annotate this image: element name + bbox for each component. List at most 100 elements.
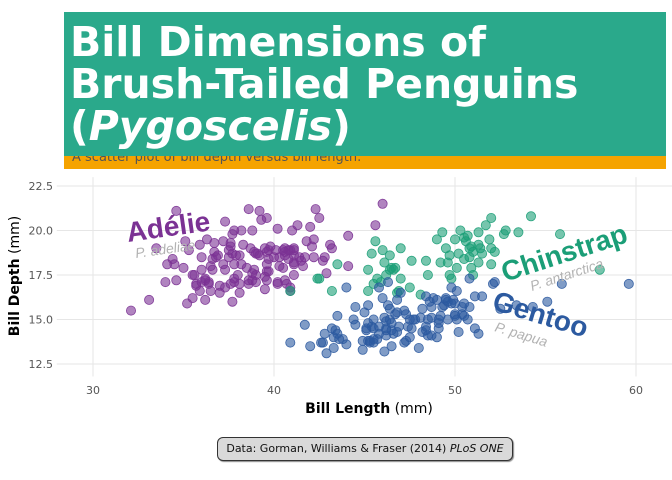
point-gentoo	[511, 300, 522, 311]
point-adelie	[308, 234, 319, 245]
point-chinstrap	[404, 282, 415, 293]
point-gentoo	[363, 300, 374, 311]
caption-text: Data: Gorman, Williams & Fraser (2014)	[226, 442, 450, 455]
point-adelie	[299, 252, 310, 263]
point-adelie	[261, 212, 272, 223]
point-adelie	[178, 262, 189, 273]
point-adelie	[310, 204, 321, 215]
point-chinstrap	[314, 273, 325, 284]
point-gentoo	[299, 319, 310, 330]
point-gentoo	[413, 342, 424, 353]
point-adelie	[343, 230, 354, 241]
point-adelie	[259, 243, 270, 254]
point-adelie	[234, 287, 245, 298]
y-axis-title: Bill Depth (mm)	[7, 216, 23, 336]
tick-labels: 12.5 15.0 17.5 20.0 22.5 30 40 50 60	[29, 180, 644, 397]
point-adelie	[236, 225, 247, 236]
point-gentoo	[386, 341, 397, 352]
point-gentoo	[341, 339, 352, 350]
point-chinstrap	[406, 255, 417, 266]
point-chinstrap	[526, 211, 537, 222]
point-chinstrap	[384, 250, 395, 261]
point-adelie	[326, 243, 337, 254]
point-gentoo	[542, 296, 553, 307]
point-gentoo	[473, 328, 484, 339]
axis-titles: Bill Length (mm) Bill Depth (mm)	[7, 216, 433, 417]
point-gentoo	[464, 301, 475, 312]
subtitle: A scatter plot of bill depth versus bill…	[72, 156, 362, 165]
point-adelie	[171, 275, 182, 286]
point-adelie	[308, 252, 319, 263]
point-chinstrap	[513, 227, 524, 238]
point-adelie	[205, 285, 216, 296]
point-gentoo	[350, 319, 361, 330]
point-chinstrap	[500, 225, 511, 236]
point-gentoo	[285, 337, 296, 348]
point-gentoo	[462, 314, 473, 325]
point-adelie	[297, 261, 308, 272]
x-tick-label: 30	[86, 384, 100, 397]
point-adelie	[225, 237, 236, 248]
point-chinstrap	[326, 285, 337, 296]
point-chinstrap	[285, 285, 296, 296]
point-adelie	[232, 269, 243, 280]
point-adelie	[243, 204, 254, 215]
point-gentoo	[527, 301, 538, 312]
point-gentoo	[431, 332, 442, 343]
point-adelie	[194, 239, 205, 250]
point-adelie	[272, 223, 283, 234]
point-chinstrap	[366, 248, 377, 259]
point-chinstrap	[431, 234, 442, 245]
subtitle-bar: A scatter plot of bill depth versus bill…	[64, 156, 666, 169]
point-adelie	[247, 225, 258, 236]
point-chinstrap	[444, 269, 455, 280]
point-chinstrap	[480, 220, 491, 231]
point-gentoo	[489, 277, 500, 288]
point-gentoo	[328, 342, 339, 353]
point-gentoo	[332, 310, 343, 321]
point-chinstrap	[332, 259, 343, 270]
y-tick-label: 22.5	[29, 180, 54, 193]
point-gentoo	[382, 277, 393, 288]
point-chinstrap	[462, 230, 473, 241]
title-banner: Bill Dimensions of Brush-Tailed Penguins…	[64, 12, 666, 158]
point-gentoo	[350, 301, 361, 312]
point-adelie	[278, 262, 289, 273]
point-adelie	[209, 237, 220, 248]
point-chinstrap	[486, 212, 497, 223]
point-adelie	[227, 296, 238, 307]
point-adelie	[268, 252, 279, 263]
point-chinstrap	[594, 264, 605, 275]
point-gentoo	[417, 303, 428, 314]
point-adelie	[259, 284, 270, 295]
point-adelie	[288, 269, 299, 280]
point-adelie	[207, 264, 218, 275]
point-adelie	[151, 243, 162, 254]
point-chinstrap	[363, 285, 374, 296]
point-adelie	[203, 277, 214, 288]
data-source-caption: Data: Gorman, Williams & Fraser (2014) P…	[217, 437, 513, 461]
point-adelie	[187, 293, 198, 304]
point-gentoo	[556, 278, 567, 289]
point-adelie	[305, 221, 316, 232]
x-tick-label: 40	[267, 384, 281, 397]
point-chinstrap	[486, 259, 497, 270]
point-adelie	[234, 278, 245, 289]
point-adelie	[321, 268, 332, 279]
point-chinstrap	[555, 229, 566, 240]
point-chinstrap	[377, 245, 388, 256]
point-adelie	[126, 305, 137, 316]
point-gentoo	[321, 348, 332, 359]
x-tick-label: 60	[629, 384, 643, 397]
title-line-1: Bill Dimensions of	[70, 18, 486, 66]
title-genus: Pygoscelis	[88, 102, 333, 150]
point-gentoo	[404, 332, 415, 343]
point-adelie	[292, 220, 303, 231]
point-chinstrap	[449, 234, 460, 245]
point-chinstrap	[484, 234, 495, 245]
title-paren-close: )	[332, 102, 351, 150]
point-adelie	[263, 266, 274, 277]
point-gentoo	[373, 282, 384, 293]
point-gentoo	[495, 303, 506, 314]
point-gentoo	[357, 344, 368, 355]
